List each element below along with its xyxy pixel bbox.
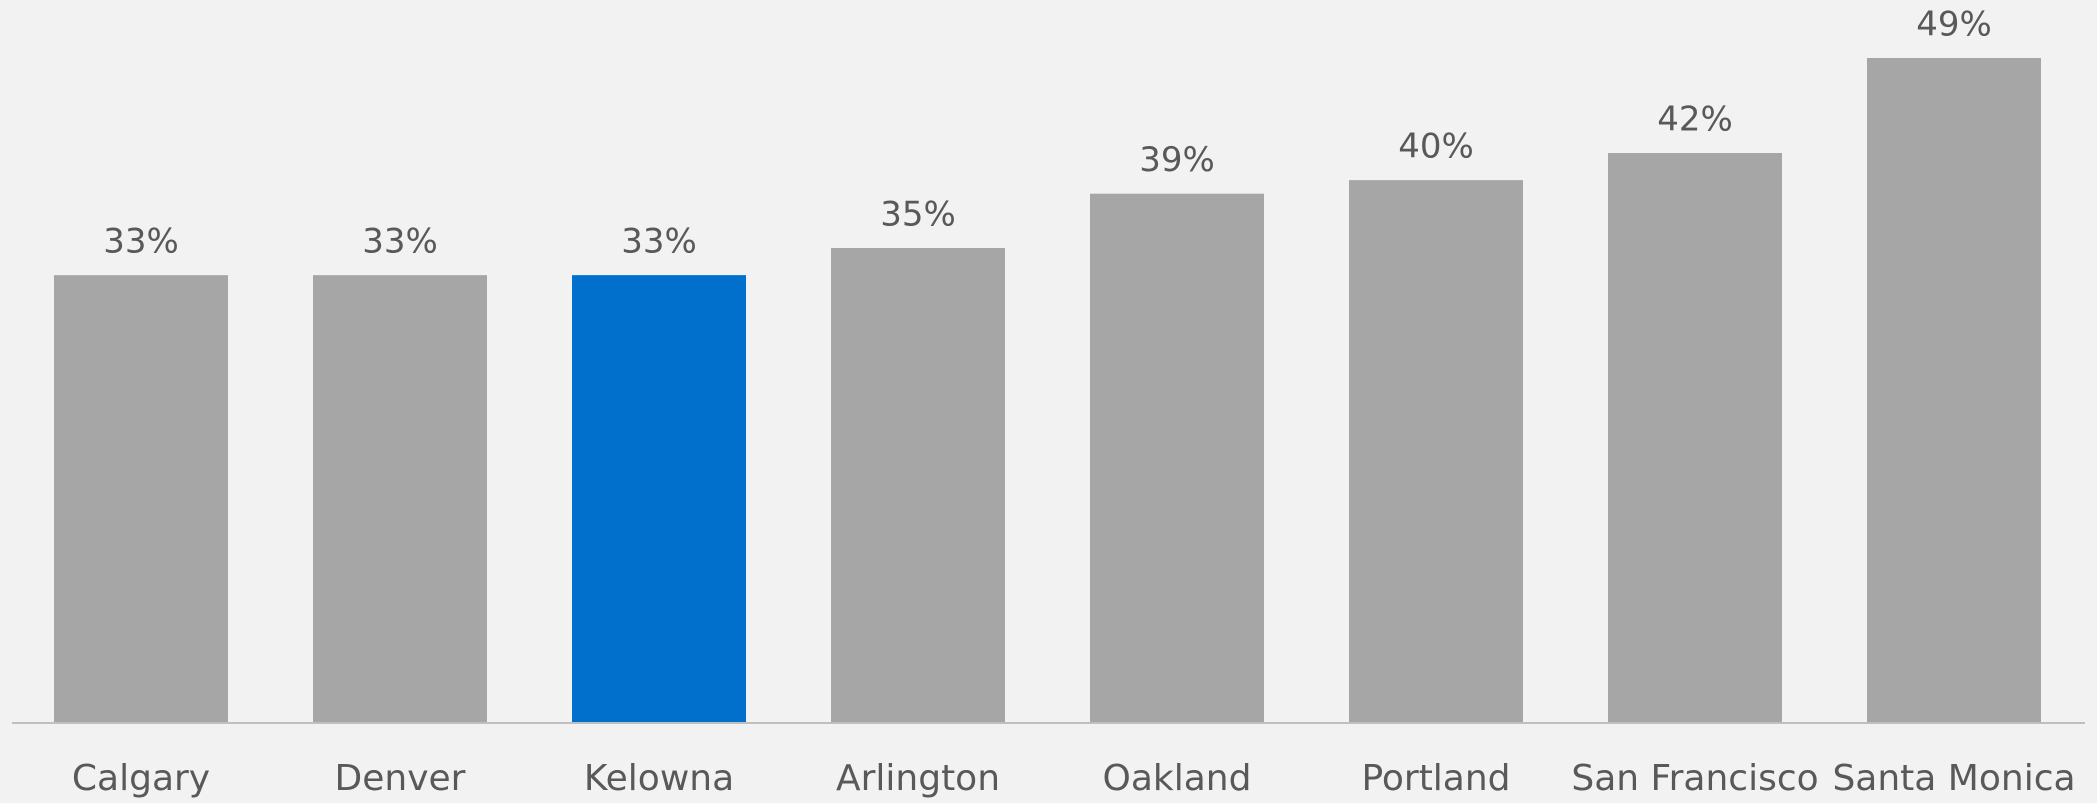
value-label: 35% (880, 195, 956, 235)
x-tick-label: Santa Monica (1832, 758, 2075, 799)
x-tick-label: San Francisco (1571, 758, 1818, 799)
bar (1608, 153, 1782, 723)
bar (1867, 58, 2041, 723)
x-tick-label: Calgary (72, 758, 210, 799)
x-tick-label: Kelowna (584, 758, 734, 799)
bar (1090, 193, 1264, 723)
value-label: 39% (1139, 140, 1215, 180)
bar (313, 275, 487, 723)
value-label: 49% (1916, 5, 1992, 45)
bar (54, 275, 228, 723)
x-tick-label: Oakland (1103, 758, 1252, 799)
bar (572, 275, 746, 723)
value-label: 40% (1398, 127, 1474, 167)
bar (1349, 180, 1523, 724)
bar (831, 248, 1005, 723)
x-tick-label: Denver (335, 758, 466, 799)
value-label: 33% (362, 222, 438, 262)
x-tick-label: Arlington (836, 758, 1000, 799)
value-label: 33% (103, 222, 179, 262)
x-tick-label: Portland (1361, 758, 1510, 799)
value-label: 33% (621, 222, 697, 262)
value-label: 42% (1657, 100, 1733, 140)
